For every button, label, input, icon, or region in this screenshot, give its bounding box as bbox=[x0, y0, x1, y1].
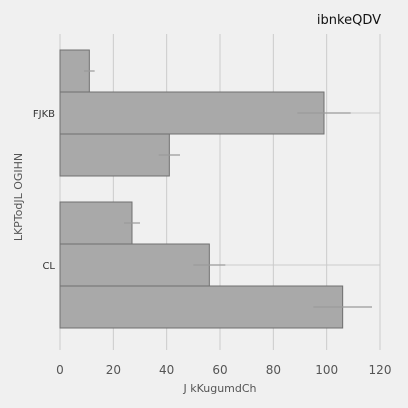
x-tick-label-5: 100 bbox=[315, 363, 338, 377]
x-tick-label-6: 120 bbox=[369, 363, 392, 377]
y-tick-labels: FJKB CL bbox=[33, 109, 56, 272]
bar-FJKB-2 bbox=[59, 91, 325, 135]
x-tick-label-3: 60 bbox=[212, 363, 227, 377]
x-tick-labels: 0 20 40 60 80 100 120 bbox=[56, 363, 391, 377]
error-bars bbox=[84, 70, 372, 308]
x-tick-label-0: 0 bbox=[56, 363, 64, 377]
y-tick-label-0: FJKB bbox=[33, 109, 55, 120]
x-tick-label-4: 80 bbox=[266, 363, 281, 377]
x-tick-label-1: 20 bbox=[106, 363, 121, 377]
chart-title: ibnkeQDV bbox=[317, 13, 381, 28]
y-tick-label-1: CL bbox=[42, 261, 55, 272]
bar-FJKB-3 bbox=[59, 133, 170, 177]
bar-CL-1 bbox=[59, 201, 133, 245]
bar-CL-2 bbox=[59, 243, 210, 287]
bar-CL-3 bbox=[59, 285, 344, 329]
x-axis-label: J kKugumdCh bbox=[182, 382, 256, 395]
bars bbox=[59, 49, 344, 329]
x-tick-label-2: 40 bbox=[159, 363, 174, 377]
y-axis-label: LKPTodJL OGIHN bbox=[12, 153, 25, 241]
